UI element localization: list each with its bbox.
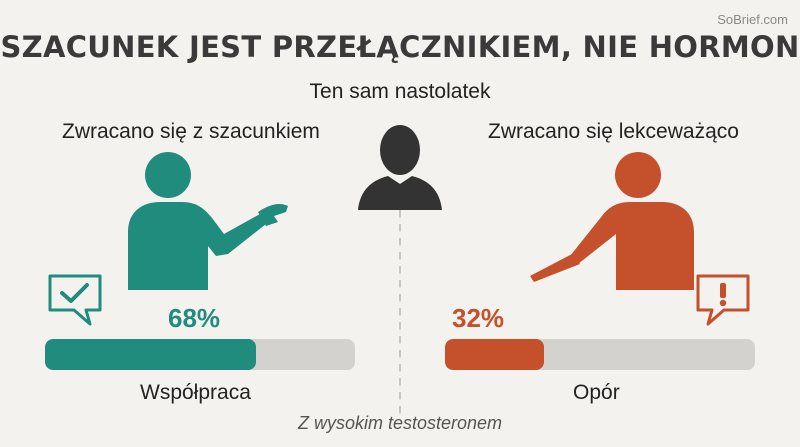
footnote: Z wysokim testosteronem bbox=[297, 413, 503, 433]
left-progress-bar bbox=[45, 339, 355, 370]
pointing-person-icon bbox=[530, 152, 694, 290]
page-title: SZACUNEK JEST PRZEŁĄCZNIKIEM, NIE HORMON bbox=[0, 30, 800, 64]
right-outcome-label: Opór bbox=[573, 381, 620, 404]
watermark: SoBrief.com bbox=[717, 12, 788, 27]
center-divider bbox=[399, 210, 401, 420]
left-percent: 68% bbox=[168, 303, 221, 333]
right-progress-bar bbox=[445, 339, 755, 370]
left-condition-label: Zwracano się z szacunkiem bbox=[62, 120, 320, 143]
exclamation-speech-bubble-icon bbox=[696, 274, 750, 326]
right-percent: 32% bbox=[452, 303, 505, 333]
subtitle: Ten sam nastolatek bbox=[309, 80, 491, 103]
left-outcome-label: Współpraca bbox=[140, 381, 251, 404]
right-progress-fill bbox=[445, 339, 545, 370]
checkmark-speech-bubble-icon bbox=[48, 274, 102, 326]
left-progress-fill bbox=[45, 339, 256, 370]
teen-silhouette-icon bbox=[358, 125, 442, 210]
right-condition-label: Zwracano się lekceważąco bbox=[488, 120, 739, 143]
open-hand-person-icon bbox=[128, 152, 288, 290]
